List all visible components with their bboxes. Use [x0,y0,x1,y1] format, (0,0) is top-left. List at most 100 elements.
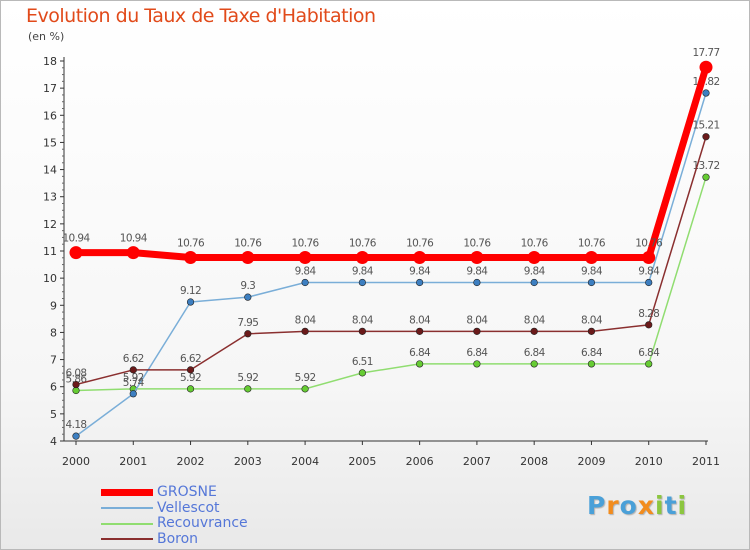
y-tick-label: 14 [43,164,57,177]
data-label: 6.84 [581,347,603,359]
y-tick-label: 12 [43,218,57,231]
data-point [301,278,309,287]
data-point [702,89,710,97]
data-point [587,360,596,368]
legend-label: Recouvrance [157,515,248,531]
y-tick-label: 18 [43,55,57,68]
logo-letter: P [587,491,607,520]
data-point [587,278,596,287]
data-label: 5.74 [123,377,145,389]
legend-swatch [101,489,153,497]
data-label: 10.76 [406,238,434,250]
x-tick-label: 2010 [635,455,663,468]
data-label: 9.84 [638,265,660,277]
data-label: 10.76 [578,238,606,250]
data-point [530,360,538,368]
legend-label: Boron [157,530,199,547]
data-label: 9.84 [466,265,488,277]
data-label: 13.72 [692,160,719,172]
data-point [584,251,598,265]
legend-swatch [101,522,153,525]
data-label: 5.92 [180,372,201,384]
data-label: 8.04 [295,314,317,326]
data-point [184,251,198,265]
data-point [530,327,538,335]
data-label: 8.04 [581,314,603,326]
data-label: 6.51 [352,356,373,368]
data-label: 6.84 [638,347,660,359]
data-point [473,360,481,368]
y-tick-label: 9 [50,299,57,312]
data-label: 6.62 [180,353,201,365]
data-label: 10.76 [635,238,663,250]
data-label: 9.84 [524,265,546,277]
data-label: 10.76 [177,238,205,250]
x-tick-label: 2003 [234,455,262,468]
data-label: 5.92 [237,372,258,384]
data-point [358,327,366,335]
data-point [298,251,312,265]
data-point [186,385,195,393]
y-tick-label: 11 [43,245,57,258]
data-point [186,366,195,374]
data-point [702,173,710,181]
data-label: 5.92 [123,372,144,384]
chart-unit-label: (en %) [28,30,65,43]
logo-letter: t [664,491,678,520]
x-tick-label: 2000 [62,455,90,468]
data-label: 4.18 [66,419,87,431]
data-label: 8.04 [409,314,431,326]
x-tick-label: 2004 [291,455,319,468]
series-line-grosne [76,66,710,262]
y-tick-label: 13 [43,191,57,204]
legend-label: GROSNE [157,484,217,500]
x-tick-label: 2007 [463,455,491,468]
data-point [702,133,710,141]
x-tick-label: 2009 [577,455,605,468]
legend-swatch [101,507,153,510]
data-label: 8.28 [638,308,659,320]
data-point [72,432,80,440]
data-label: 10.94 [62,233,90,245]
data-point [587,327,596,335]
data-label: 17.77 [692,47,719,59]
legend-label: Vellescot [157,499,220,516]
data-label: 9.12 [180,285,201,297]
data-point [416,278,424,287]
proxiti-logo: Proxiti [587,491,687,520]
logo-letter: x [637,491,655,520]
y-tick-label: 17 [43,82,57,95]
legend-swatch [101,538,153,541]
data-label: 10.76 [234,238,262,250]
y-tick-label: 8 [50,326,57,339]
data-label: 15.21 [692,120,719,132]
data-point [69,246,83,260]
series-line-boron [75,136,707,386]
data-label: 10.76 [463,238,491,250]
data-label: 7.95 [237,317,258,329]
data-label: 8.04 [466,314,488,326]
data-point [645,360,653,368]
x-tick-label: 2002 [177,455,205,468]
y-tick-label: 16 [43,109,57,122]
data-label: 9.84 [581,265,603,277]
data-point [645,278,653,287]
data-label: 6.08 [66,368,87,380]
y-tick-label: 15 [43,136,57,149]
data-point [129,390,137,398]
data-label: 10.76 [349,238,377,250]
data-label: 9.84 [295,265,317,277]
y-tick-label: 10 [43,272,57,285]
chart-legend: GROSNE Vellescot Recouvrance Boron [101,484,248,547]
legend-item-grosne: GROSNE [101,484,248,501]
data-point [470,251,484,265]
data-point [244,293,252,301]
data-point [473,327,481,335]
data-label: 10.94 [120,233,148,245]
data-label: 6.62 [123,353,144,365]
data-label: 9.84 [352,265,374,277]
series-line-vellescot [75,92,707,437]
data-point [244,330,252,338]
data-point [72,386,80,395]
data-point [413,251,427,265]
